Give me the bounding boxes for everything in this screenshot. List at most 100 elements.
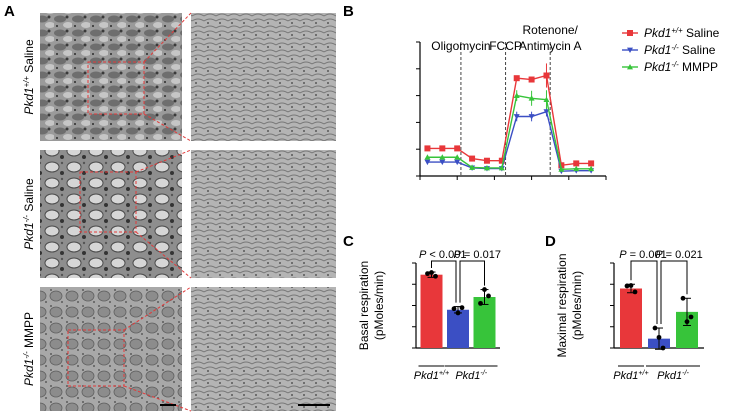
data-point — [684, 319, 690, 325]
genotype: -/- — [22, 351, 31, 359]
bar — [676, 311, 698, 348]
gene-label: Pkd1+/+ — [613, 369, 648, 382]
data-point — [528, 95, 535, 101]
gene-label: Pkd1+/+ Saline — [644, 26, 720, 41]
y-axis-title: Maximal respiration(pMoles/min) — [555, 253, 584, 357]
data-point — [688, 314, 694, 320]
gene-name: Pkd1 — [22, 359, 36, 386]
em-zoom-ko — [191, 150, 336, 278]
p-value: P = 0.017 — [454, 249, 501, 261]
genotype: -/- — [671, 60, 679, 69]
data-point — [454, 154, 461, 160]
data-point — [656, 334, 662, 340]
p-symbol: P — [655, 249, 663, 261]
panel-label-c: C — [343, 233, 354, 250]
series-line — [427, 94, 592, 171]
data-point — [558, 166, 565, 172]
legend-marker — [627, 30, 633, 36]
genotype: +/+ — [638, 369, 648, 377]
injection-label-line: Rotenone/ — [523, 23, 579, 37]
bar — [473, 297, 496, 348]
gene-label: Pkd1-/- MMPP — [644, 60, 718, 75]
p-value-text: = 0.001 — [627, 249, 667, 261]
data-point — [486, 293, 491, 299]
data-point — [455, 310, 461, 316]
p-symbol: P — [619, 249, 627, 261]
gene-name: Pkd1 — [644, 60, 671, 74]
data-point — [433, 273, 438, 279]
data-point — [498, 164, 505, 171]
zoom-box-ko — [79, 171, 137, 233]
p-symbol: P — [419, 249, 427, 261]
y-axis-title-line: Basal respiration — [357, 261, 371, 350]
genotype: -/- — [22, 215, 31, 223]
data-point — [543, 96, 550, 103]
gene-label: Pkd1-/- MMPP — [22, 312, 37, 386]
data-point — [652, 325, 658, 331]
data-point — [628, 283, 634, 288]
zoom-indicators — [67, 12, 192, 412]
p-value-text: = 0.021 — [663, 249, 703, 261]
bar — [420, 274, 443, 348]
gene-name: Pkd1 — [22, 222, 36, 249]
series-line — [427, 74, 592, 167]
bar — [620, 288, 642, 348]
basal-respiration-bar-chart: Basal respiration(pMoles/min)Pkd1+/+ Pkd1… — [357, 249, 501, 382]
gene-name: Pkd1 — [414, 370, 439, 382]
p-symbol: P — [454, 249, 462, 261]
zoom-box-mmpp — [67, 329, 125, 387]
data-point — [528, 114, 535, 120]
gene-label: Pkd1-/- — [657, 369, 689, 382]
y-axis-title-line: Maximal respiration — [555, 253, 569, 357]
em-overview-ko — [40, 150, 182, 278]
gene-label: Pkd1+/+ — [414, 369, 449, 382]
bar — [447, 309, 469, 348]
data-point — [588, 160, 595, 167]
gene-name: Pkd1 — [657, 370, 682, 382]
p-value-text: < 0.001 — [426, 249, 466, 261]
y-axis-title-line: (pMoles/min) — [372, 271, 386, 340]
treatment: Saline — [679, 43, 716, 57]
p-value: P < 0.001 — [419, 249, 466, 261]
data-point — [439, 145, 446, 152]
p-value: P = 0.021 — [655, 249, 702, 261]
gene-name: Pkd1 — [644, 43, 671, 57]
significance-bracket — [630, 260, 658, 325]
data-point — [660, 345, 666, 351]
legend-marker — [627, 47, 633, 53]
genotype: +/+ — [439, 369, 449, 377]
data-point — [680, 295, 686, 301]
data-point — [478, 300, 483, 306]
em-zoom-mmpp — [191, 287, 336, 411]
data-point — [451, 306, 457, 312]
treatment: Saline — [683, 26, 720, 40]
data-point — [425, 271, 430, 277]
data-point — [454, 159, 461, 166]
treatment: MMPP — [22, 312, 36, 351]
genotype: +/+ — [22, 76, 31, 88]
data-point — [573, 165, 580, 172]
zoom-box-wt — [87, 61, 145, 115]
y-axis-title-line: (pMoles/min) — [570, 271, 584, 340]
gene-label: Pkd1-/- Saline — [644, 43, 716, 58]
significance-bracket — [660, 260, 688, 325]
data-point — [624, 283, 630, 289]
gene-name: Pkd1 — [644, 26, 671, 40]
data-point — [528, 76, 535, 83]
p-value: P = 0.001 — [619, 249, 666, 261]
gene-label: Pkd1-/- — [455, 369, 487, 382]
data-point — [513, 92, 520, 98]
data-point — [543, 109, 550, 115]
injection-label-line: Antimycin A — [519, 39, 582, 53]
data-point — [469, 155, 476, 162]
data-point — [459, 305, 465, 311]
data-point — [424, 159, 431, 166]
injection-label: Oligomycin — [431, 39, 490, 53]
p-value-text: = 0.017 — [461, 249, 501, 261]
data-point — [632, 289, 638, 295]
legend-marker — [627, 64, 633, 70]
gene-label: Pkd1-/- Saline — [22, 178, 37, 250]
em-image-saline-ko — [40, 150, 336, 278]
genotype: -/- — [682, 369, 689, 377]
